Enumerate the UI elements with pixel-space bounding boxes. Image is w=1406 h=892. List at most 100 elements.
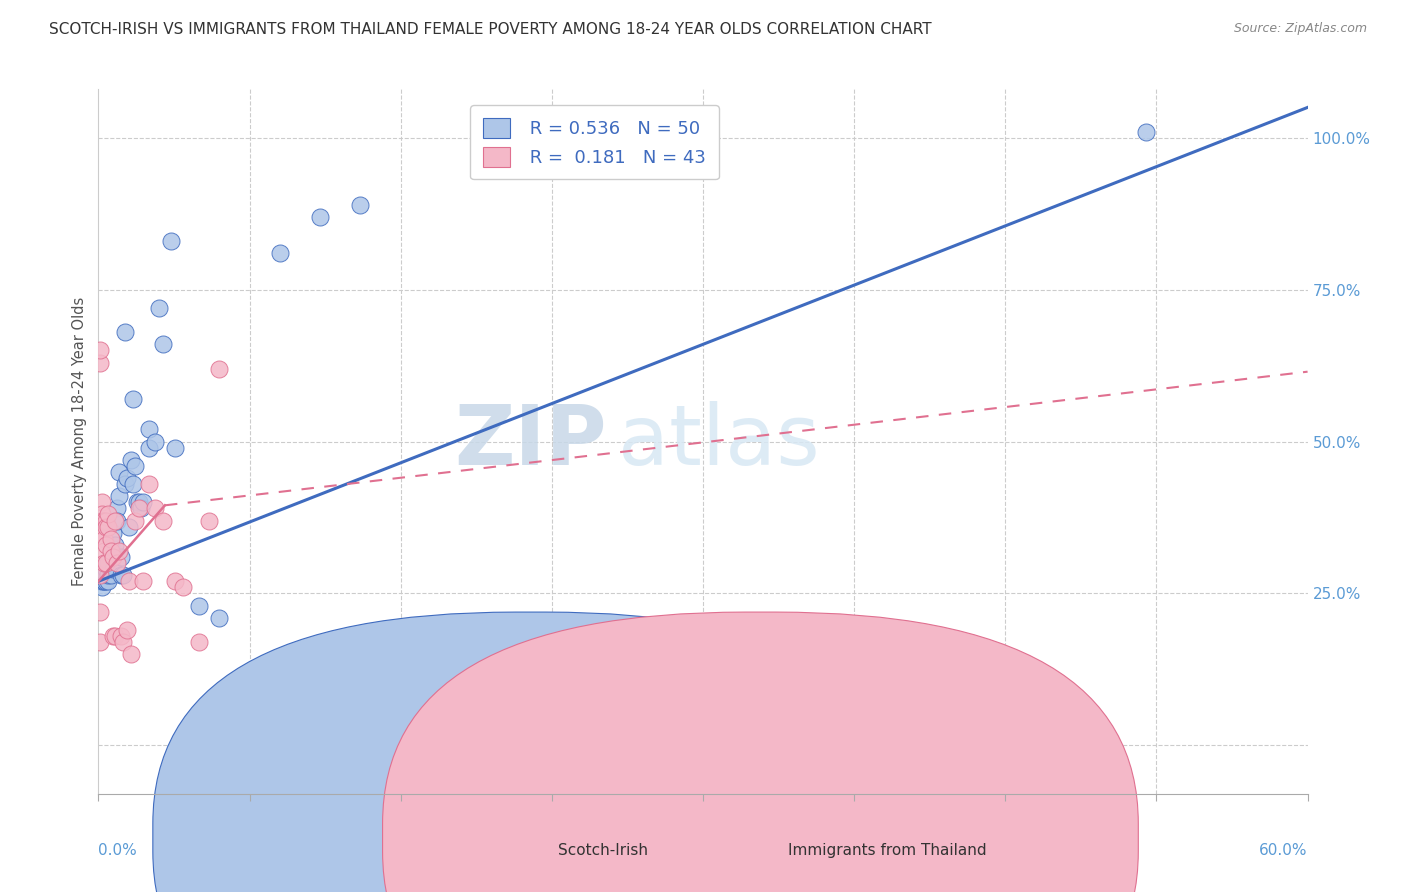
Point bbox=[91, 508, 114, 522]
Point bbox=[120, 647, 142, 661]
Point bbox=[89, 568, 111, 582]
Point bbox=[100, 532, 122, 546]
Point bbox=[129, 501, 152, 516]
Point bbox=[132, 495, 155, 509]
Point bbox=[97, 508, 120, 522]
Point bbox=[105, 556, 128, 570]
Point bbox=[97, 556, 120, 570]
Y-axis label: Female Poverty Among 18-24 Year Olds: Female Poverty Among 18-24 Year Olds bbox=[72, 297, 87, 586]
Point bbox=[118, 519, 141, 533]
Point bbox=[100, 538, 122, 552]
Point bbox=[97, 574, 120, 589]
Point bbox=[188, 599, 211, 613]
Text: Source: ZipAtlas.com: Source: ZipAtlas.com bbox=[1233, 22, 1367, 36]
Point bbox=[138, 422, 160, 436]
Point bbox=[107, 544, 129, 558]
Point bbox=[105, 501, 128, 516]
Point bbox=[114, 477, 136, 491]
Point bbox=[124, 458, 146, 473]
Point bbox=[91, 525, 114, 540]
Point bbox=[89, 355, 111, 369]
Point bbox=[309, 210, 332, 224]
Text: 0.0%: 0.0% bbox=[98, 843, 138, 858]
Point bbox=[91, 580, 114, 594]
Point bbox=[152, 514, 174, 528]
Point bbox=[91, 574, 114, 589]
Point bbox=[93, 532, 115, 546]
Point bbox=[121, 392, 143, 406]
Point bbox=[107, 465, 129, 479]
Point bbox=[132, 574, 155, 589]
Point bbox=[91, 495, 114, 509]
Point bbox=[91, 568, 114, 582]
Point bbox=[93, 568, 115, 582]
Point bbox=[111, 635, 134, 649]
Point bbox=[111, 568, 134, 582]
Point bbox=[110, 549, 132, 564]
Point bbox=[115, 471, 138, 485]
Legend:  R = 0.536   N = 50,  R =  0.181   N = 43: R = 0.536 N = 50, R = 0.181 N = 43 bbox=[470, 105, 718, 179]
Point bbox=[143, 501, 166, 516]
Point bbox=[160, 234, 183, 248]
Point bbox=[138, 441, 160, 455]
Point bbox=[103, 629, 125, 643]
Point bbox=[115, 623, 138, 637]
FancyBboxPatch shape bbox=[382, 612, 1139, 892]
Point bbox=[269, 246, 291, 260]
Point bbox=[96, 574, 118, 589]
Point bbox=[1135, 125, 1157, 139]
Point bbox=[148, 301, 170, 315]
Point bbox=[163, 441, 186, 455]
Point bbox=[97, 519, 120, 533]
Point bbox=[128, 501, 150, 516]
Point bbox=[198, 514, 221, 528]
Point bbox=[121, 477, 143, 491]
Text: Scotch-Irish: Scotch-Irish bbox=[558, 843, 648, 858]
Point bbox=[96, 562, 118, 576]
Point bbox=[208, 361, 231, 376]
Point bbox=[100, 568, 122, 582]
Point bbox=[96, 568, 118, 582]
Point bbox=[163, 574, 186, 589]
Point bbox=[172, 580, 194, 594]
Point bbox=[103, 538, 125, 552]
Point bbox=[93, 574, 115, 589]
Text: 60.0%: 60.0% bbox=[1260, 843, 1308, 858]
Point bbox=[188, 635, 211, 649]
Point bbox=[96, 556, 118, 570]
Point bbox=[152, 337, 174, 351]
Text: ZIP: ZIP bbox=[454, 401, 606, 482]
Point bbox=[91, 514, 114, 528]
Point bbox=[93, 556, 115, 570]
Point bbox=[125, 495, 148, 509]
Point bbox=[128, 495, 150, 509]
Text: Immigrants from Thailand: Immigrants from Thailand bbox=[787, 843, 986, 858]
Point bbox=[101, 549, 124, 564]
Point bbox=[100, 544, 122, 558]
Point bbox=[103, 514, 125, 528]
Point bbox=[89, 343, 111, 358]
Point bbox=[118, 574, 141, 589]
Point bbox=[96, 514, 118, 528]
Point bbox=[93, 514, 115, 528]
Point bbox=[96, 538, 118, 552]
Point bbox=[114, 325, 136, 339]
Point bbox=[143, 434, 166, 449]
Point bbox=[105, 514, 128, 528]
Point bbox=[107, 489, 129, 503]
Point bbox=[124, 514, 146, 528]
Text: atlas: atlas bbox=[619, 401, 820, 482]
Point bbox=[96, 519, 118, 533]
FancyBboxPatch shape bbox=[153, 612, 908, 892]
Point bbox=[110, 629, 132, 643]
Point bbox=[93, 544, 115, 558]
Point bbox=[101, 562, 124, 576]
Point bbox=[120, 452, 142, 467]
Point bbox=[93, 574, 115, 589]
Point bbox=[208, 611, 231, 625]
Point bbox=[110, 568, 132, 582]
Point bbox=[89, 635, 111, 649]
Point bbox=[89, 605, 111, 619]
Point bbox=[349, 197, 371, 211]
Point bbox=[89, 574, 111, 589]
